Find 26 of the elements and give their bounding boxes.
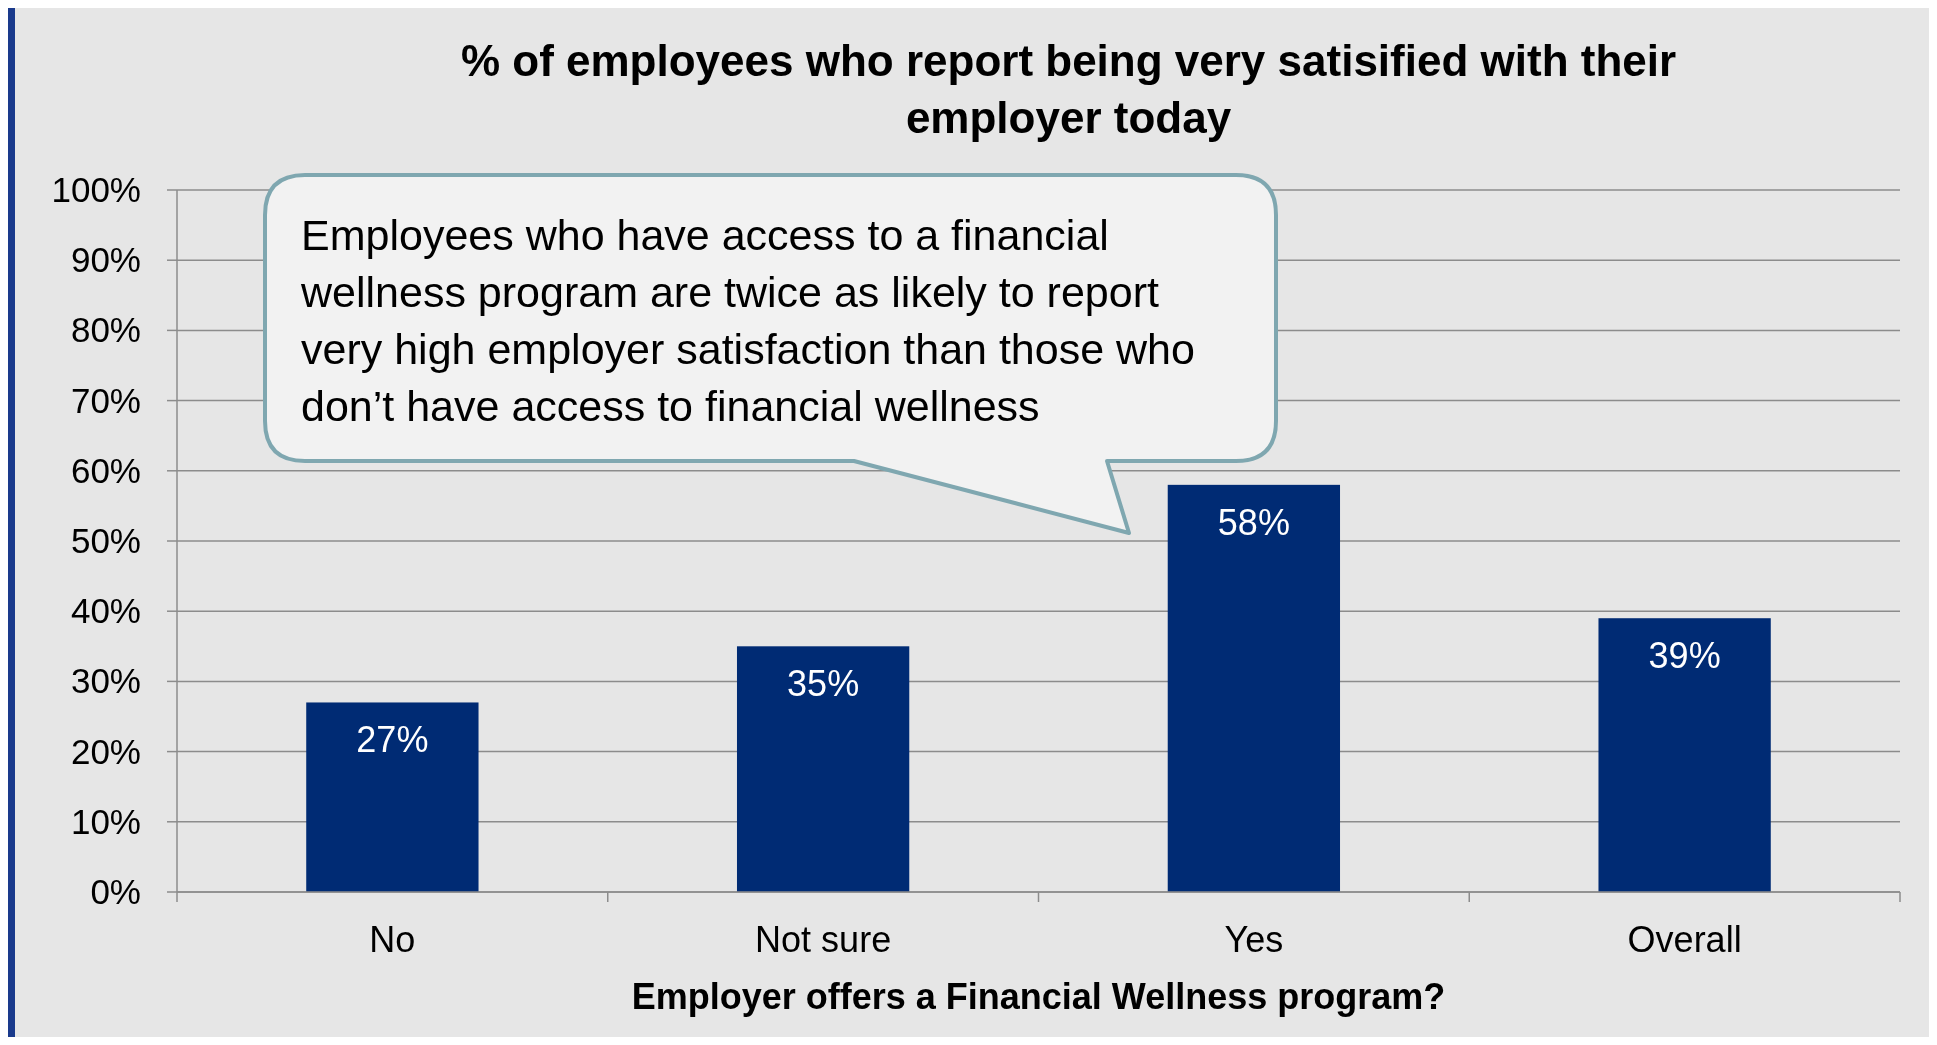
x-axis-title: Employer offers a Financial Wellness program? [631,976,1446,1017]
bar [1167,484,1341,892]
bar [736,646,910,892]
x-tick-label: Not sure [755,919,892,960]
chart-title: % of employees who report being very satisified with their employer today [460,36,1677,142]
y-tick-label: 90% [70,240,141,280]
bar [1598,618,1771,892]
data-label: 39% [1648,635,1721,677]
y-tick-label: 30% [70,661,141,701]
annotation: Employees who have access to a financial wellness program are twice as likely to report very high employer satisfaction than those who don’t have access to financial wellness [300,211,1195,430]
y-tick-label: 100% [51,170,141,209]
y-tick-label: 40% [70,591,141,631]
y-tick-label: 10% [70,801,141,841]
x-tick-label: No [369,919,416,960]
bar [306,702,479,892]
data-label: 58% [1217,501,1290,543]
y-tick-label: 80% [70,310,141,350]
y-tick-label: 60% [70,450,141,490]
y-tick-label: 20% [70,731,141,771]
data-label: 35% [787,663,860,705]
data-label: 27% [356,719,429,761]
y-tick-label: 70% [70,380,141,420]
y-tick-label: 0% [90,872,141,911]
x-tick-label: Yes [1224,919,1284,960]
x-tick-label: Overall [1627,919,1742,960]
y-tick-label: 50% [70,521,141,560]
